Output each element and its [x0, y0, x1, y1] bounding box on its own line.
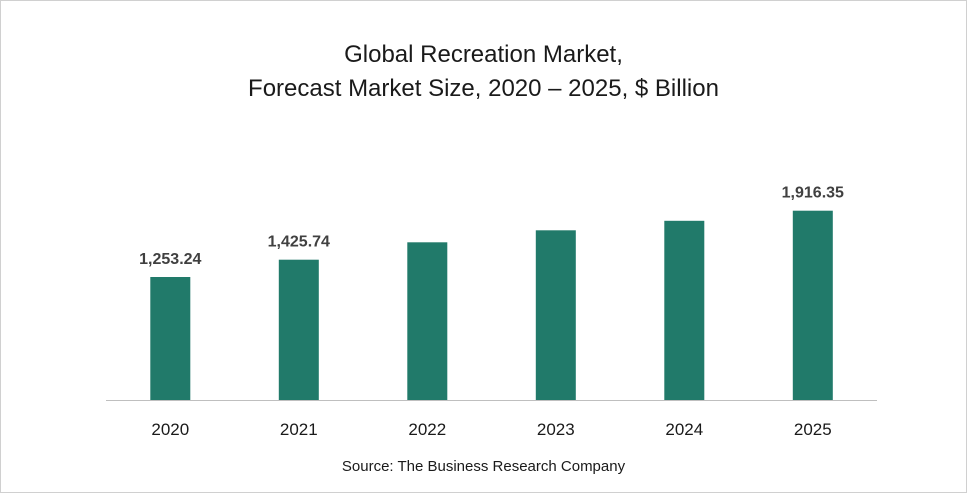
data-label-2021: 1,425.74: [268, 234, 330, 251]
x-tick-label-2021: 2021: [280, 420, 318, 439]
chart-title-line-2: Forecast Market Size, 2020 – 2025, $ Bil…: [248, 75, 719, 102]
x-tick-label-2022: 2022: [408, 420, 446, 439]
x-tick-label-2024: 2024: [665, 420, 703, 439]
bar-2025: [792, 210, 833, 400]
data-label-2020: 1,253.24: [139, 251, 201, 268]
chart-title: Global Recreation Market, Forecast Marke…: [0, 38, 967, 106]
data-label-2025: 1,916.35: [782, 185, 844, 202]
bar-2020: [150, 277, 191, 400]
bar-2023: [535, 230, 576, 400]
source-note: Source: The Business Research Company: [341, 458, 626, 475]
bar-2024: [664, 220, 705, 400]
bar-2022: [407, 242, 448, 400]
chart-title-line-1: Global Recreation Market,: [344, 41, 623, 68]
x-tick-label-2025: 2025: [794, 420, 832, 439]
x-tick-label-2020: 2020: [151, 420, 189, 439]
bar-2021: [278, 259, 319, 400]
x-tick-label-2023: 2023: [537, 420, 575, 439]
